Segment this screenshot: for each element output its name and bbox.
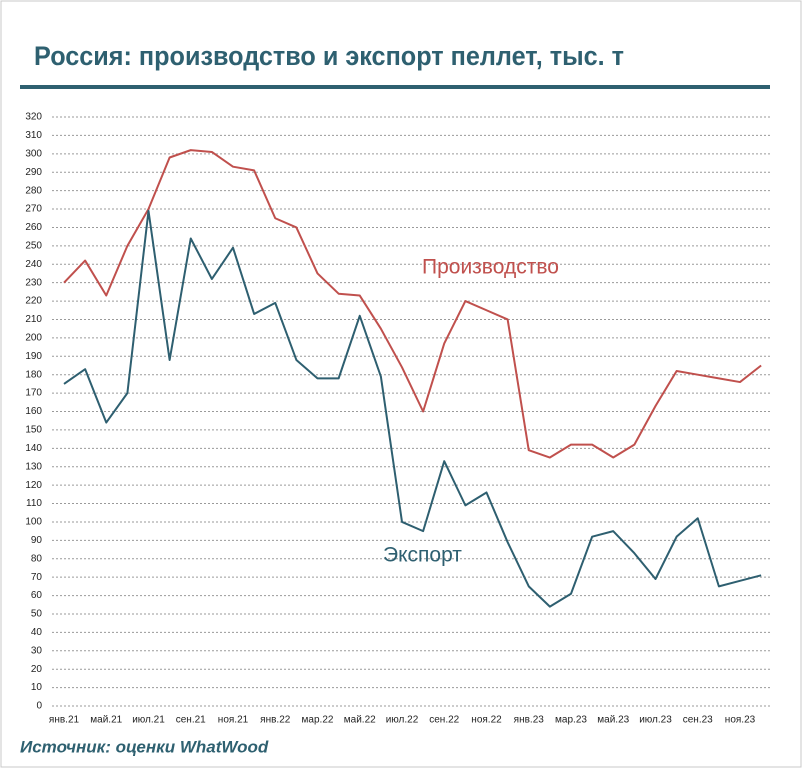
series-label: Производство	[422, 256, 559, 279]
y-tick-label: 140	[25, 443, 42, 454]
y-tick-label: 0	[36, 701, 42, 712]
x-tick-label: мар.22	[302, 715, 334, 726]
y-tick-label: 60	[31, 590, 43, 601]
y-tick-label: 40	[31, 627, 43, 638]
y-tick-label: 250	[25, 240, 42, 251]
x-tick-label: июл.23	[639, 715, 672, 726]
y-tick-label: 10	[31, 682, 43, 693]
y-tick-label: 200	[25, 333, 42, 344]
y-tick-label: 300	[25, 148, 42, 159]
y-tick-label: 130	[25, 461, 42, 472]
y-tick-label: 220	[25, 296, 42, 307]
series-line	[63, 209, 762, 608]
y-tick-label: 120	[25, 480, 42, 491]
source: Источник: оценки WhatWood	[20, 737, 269, 756]
x-tick-label: май.21	[90, 715, 122, 726]
x-tick-label: май.22	[344, 715, 376, 726]
y-tick-label: 150	[25, 425, 42, 436]
y-tick-label: 290	[25, 167, 42, 178]
y-tick-label: 110	[26, 498, 42, 509]
y-tick-label: 210	[25, 314, 42, 325]
y-tick-label: 80	[31, 553, 43, 564]
y-tick-label: 170	[25, 388, 42, 399]
y-tick-label: 160	[25, 406, 42, 417]
y-tick-label: 180	[25, 369, 42, 380]
y-tick-label: 90	[31, 535, 43, 546]
y-tick-label: 50	[31, 609, 43, 620]
x-tick-label: ноя.22	[471, 715, 502, 726]
x-tick-label: янв.21	[49, 715, 80, 726]
series-line	[63, 149, 762, 459]
x-tick-label: янв.23	[514, 715, 545, 726]
y-tick-label: 260	[25, 222, 42, 233]
chart-title: Россия: производство и экспорт пеллет, т…	[34, 41, 624, 71]
x-tick-label: ноя.21	[218, 715, 249, 726]
x-tick-label: сен.23	[683, 715, 713, 726]
y-tick-label: 240	[25, 259, 42, 270]
y-tick-label: 70	[31, 572, 43, 583]
y-tick-label: 20	[31, 664, 43, 675]
y-tick-label: 230	[25, 277, 42, 288]
y-tick-label: 270	[25, 204, 42, 215]
x-tick-label: июл.22	[386, 715, 419, 726]
y-tick-label: 100	[25, 517, 42, 528]
y-tick-label: 280	[25, 185, 42, 196]
y-tick-label: 190	[25, 351, 42, 362]
x-tick-label: июл.21	[132, 715, 165, 726]
x-tick-label: сен.21	[176, 715, 206, 726]
x-tick-label: сен.22	[429, 715, 459, 726]
y-tick-label: 30	[31, 645, 43, 656]
y-tick-label: 320	[25, 112, 42, 123]
series-label: Экспорт	[383, 544, 462, 567]
x-tick-label: май.23	[597, 715, 629, 726]
y-tick-label: 310	[25, 130, 42, 141]
x-tick-label: мар.23	[555, 715, 587, 726]
x-tick-label: ноя.23	[725, 715, 756, 726]
x-tick-label: янв.22	[260, 715, 291, 726]
